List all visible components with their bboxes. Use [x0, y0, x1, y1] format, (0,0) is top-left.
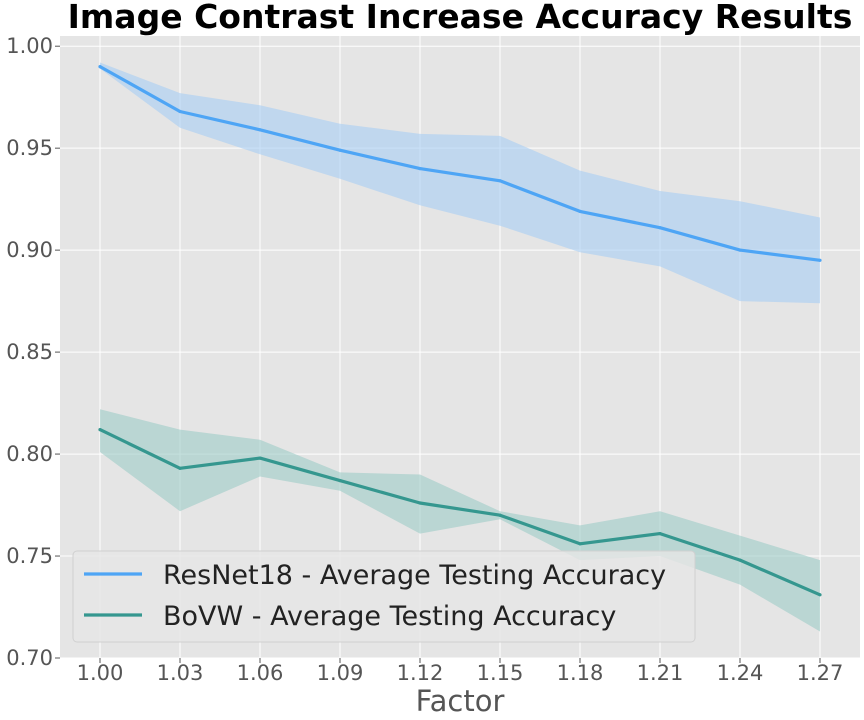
- series-1-point: [578, 542, 582, 546]
- x-tick-label: 1.06: [237, 661, 284, 685]
- y-axis: 0.70 0.75 0.80 0.85 0.90 0.95 1.00: [6, 34, 60, 670]
- series-1-point: [818, 593, 822, 597]
- series-1-point: [738, 558, 742, 562]
- x-tick-label: 1.15: [477, 661, 524, 685]
- series-lines: [98, 65, 822, 597]
- chart-title: Image Contrast Increase Accuracy Results: [68, 0, 853, 36]
- series-0-point: [338, 148, 342, 152]
- series-1-point: [178, 466, 182, 470]
- y-tick-label: 0.95: [6, 136, 53, 160]
- legend: ResNet18 - Average Testing Accuracy BoVW …: [72, 550, 696, 643]
- series-0-point: [258, 128, 262, 132]
- series-1-point: [258, 456, 262, 460]
- x-tick-label: 1.00: [77, 661, 124, 685]
- x-axis: 1.00 1.03 1.06 1.09 1.12 1.15 1.18 1.21 1.24 1.27: [77, 658, 844, 685]
- series-0-band: [100, 62, 820, 304]
- legend-box: [72, 550, 696, 643]
- series-0-point: [178, 109, 182, 114]
- x-tick-label: 1.12: [397, 661, 444, 685]
- series-1-line: [99, 428, 821, 597]
- x-axis-label: Factor: [416, 684, 505, 718]
- y-tick-label: 1.00: [6, 34, 53, 58]
- series-0-point: [418, 167, 422, 171]
- series-0-line: [99, 65, 821, 262]
- x-tick-label: 1.24: [717, 661, 764, 685]
- series-0-point: [658, 226, 662, 230]
- y-tick-label: 0.75: [6, 544, 53, 568]
- x-tick-label: 1.27: [797, 661, 844, 685]
- series-0-point: [738, 248, 742, 252]
- legend-label: ResNet18 - Average Testing Accuracy: [163, 560, 666, 591]
- y-tick-label: 0.70: [6, 646, 53, 670]
- series-1-point: [498, 513, 502, 517]
- series-0-point: [818, 258, 822, 262]
- y-tick-label: 0.80: [6, 442, 53, 466]
- series-0-point: [578, 209, 582, 213]
- legend-label: BoVW - Average Testing Accuracy: [163, 601, 616, 632]
- series-0-point: [498, 179, 502, 183]
- series-1-point: [98, 428, 102, 432]
- series-1-point: [418, 501, 422, 505]
- x-tick-label: 1.18: [557, 661, 604, 685]
- y-tick-label: 0.90: [6, 238, 53, 262]
- y-tick-label: 0.85: [6, 340, 53, 364]
- series-1-point: [658, 532, 662, 536]
- x-tick-label: 1.09: [317, 661, 364, 685]
- series-1-point: [338, 479, 342, 483]
- series-0-point: [98, 65, 102, 69]
- x-tick-label: 1.21: [637, 661, 684, 685]
- x-tick-label: 1.03: [157, 661, 204, 685]
